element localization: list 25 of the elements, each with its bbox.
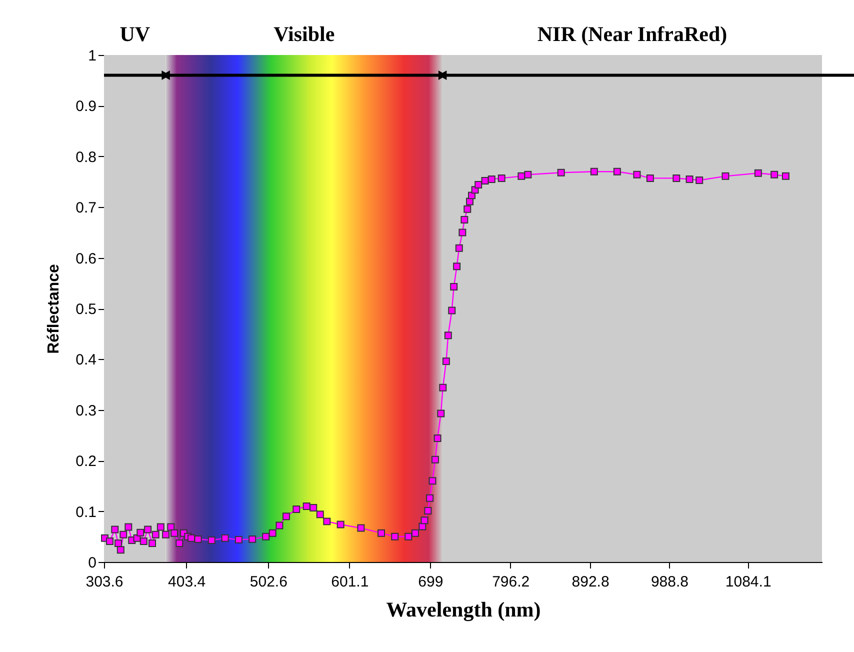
x-axis-title: Wavelength (nm): [386, 598, 541, 622]
y-tick-label: 0.6: [76, 250, 96, 268]
x-tick-label: 699: [418, 574, 444, 590]
y-tick-label: 0.3: [76, 402, 96, 420]
x-tick-label: 796.2: [492, 574, 530, 590]
x-tick-label: 403.4: [168, 574, 206, 590]
y-tick-label: 0.9: [76, 98, 96, 116]
y-tick-label: 0.2: [76, 453, 96, 470]
y-tick-label: 0.5: [76, 301, 96, 318]
y-tick-label: 0: [88, 554, 96, 572]
x-tick-label: 1084.1: [725, 574, 772, 590]
y-tick-label: 1: [88, 48, 96, 64]
band-label: Visible: [274, 22, 335, 46]
y-axis-title: Réflectance: [46, 264, 63, 354]
x-tick-label: 988.8: [650, 574, 688, 590]
y-tick-label: 0.4: [76, 352, 96, 369]
y-tick-label: 0.7: [76, 200, 96, 217]
band-label: UV: [120, 22, 150, 46]
x-tick-label: 502.6: [250, 574, 288, 590]
x-tick-label: 303.6: [86, 574, 124, 590]
x-tick-label: 892.8: [572, 574, 610, 590]
x-tick-label: 601.1: [331, 574, 369, 590]
y-tick-label: 0.1: [76, 504, 96, 521]
y-tick-label: 0.8: [76, 148, 96, 166]
band-label: NIR (Near InfraRed): [537, 22, 728, 46]
